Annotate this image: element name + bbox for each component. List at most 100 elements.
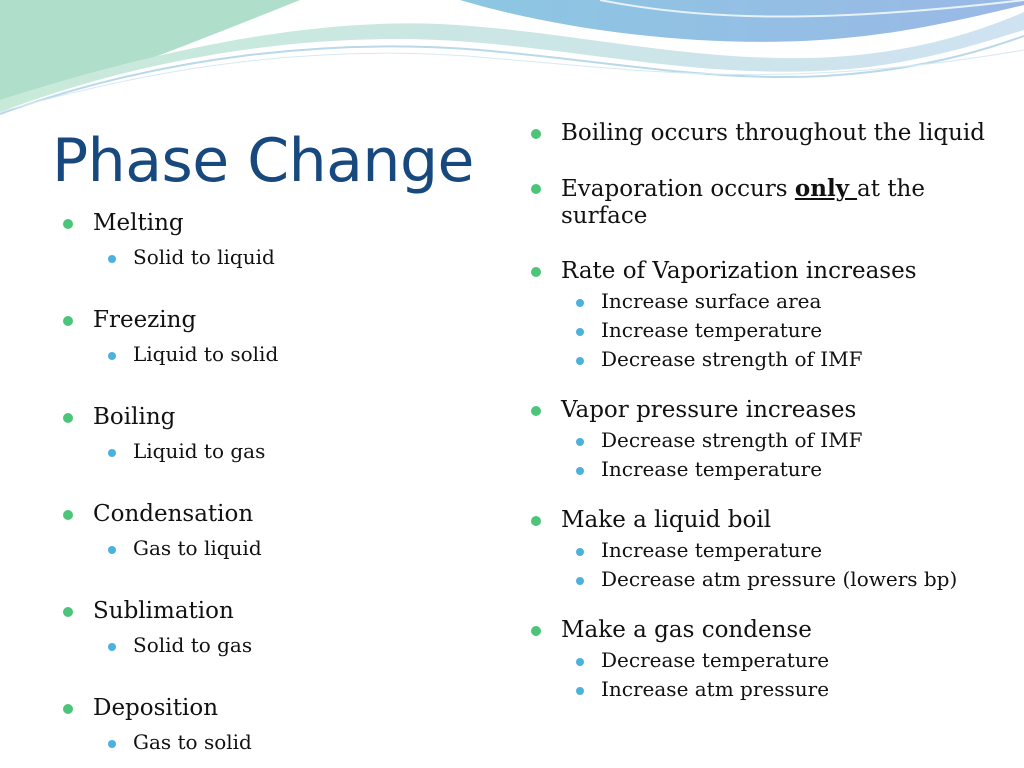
bullet-text: Deposition — [93, 695, 219, 721]
sub-bullet-dot-icon — [576, 299, 584, 307]
bullet-level-2: Increase temperature — [530, 536, 1000, 565]
sub-bullet-text: Solid to liquid — [133, 245, 275, 269]
bullet-text: Boiling — [93, 404, 176, 430]
bullet-level-1: Vapor pressure increases — [530, 397, 1000, 424]
bullet-level-2: Decrease temperature — [530, 646, 1000, 675]
bullet-dot-icon — [531, 129, 541, 139]
sub-bullet-text: Decrease strength of IMF — [601, 428, 863, 452]
bullet-text: Rate of Vaporization increases — [561, 258, 917, 284]
bullet-level-2: Increase temperature — [530, 316, 1000, 345]
bullet-level-2: Decrease atm pressure (lowers bp) — [530, 565, 1000, 594]
bullet-text-part: at the surface — [561, 176, 925, 229]
bullet-level-2: Liquid to solid — [62, 340, 462, 369]
bullet-text: Melting — [93, 210, 184, 236]
sub-bullet-dot-icon — [108, 740, 116, 748]
bullet-level-2: Decrease strength of IMF — [530, 426, 1000, 455]
list-item: Condensation Gas to liquid — [62, 501, 462, 598]
list-item: Freezing Liquid to solid — [62, 307, 462, 404]
sub-bullet-dot-icon — [576, 577, 584, 585]
right-bullet-list: Boiling occurs throughout the liquid Eva… — [530, 120, 1000, 704]
sub-bullet-text: Solid to gas — [133, 633, 253, 657]
sub-bullet-text: Gas to solid — [133, 730, 252, 754]
bullet-text: Make a gas condense — [561, 617, 812, 643]
list-item: Make a gas condense Decrease temperature… — [530, 617, 1000, 704]
list-item: Boiling occurs throughout the liquid — [530, 120, 1000, 147]
bullet-dot-icon — [531, 626, 541, 636]
bullet-level-2: Increase surface area — [530, 287, 1000, 316]
sub-bullet-text: Decrease temperature — [601, 648, 830, 672]
sub-bullet-dot-icon — [576, 438, 584, 446]
bullet-dot-icon — [63, 316, 73, 326]
bullet-dot-icon — [63, 219, 73, 229]
bullet-dot-icon — [531, 267, 541, 277]
list-item: Vapor pressure increases Decrease streng… — [530, 397, 1000, 484]
bullet-dot-icon — [531, 516, 541, 526]
bullet-level-1: Evaporation occurs only at the surface — [530, 175, 1000, 230]
bullet-level-1: Rate of Vaporization increases — [530, 258, 1000, 285]
bullet-level-2: Solid to gas — [62, 631, 462, 660]
sub-bullet-dot-icon — [108, 352, 116, 360]
bullet-level-2: Increase atm pressure — [530, 675, 1000, 704]
sub-bullet-dot-icon — [576, 658, 584, 666]
sub-bullet-dot-icon — [576, 328, 584, 336]
sub-bullet-dot-icon — [576, 357, 584, 365]
list-item: Rate of Vaporization increases Increase … — [530, 258, 1000, 374]
list-item: Melting Solid to liquid — [62, 210, 462, 307]
bullet-level-1: Sublimation — [62, 598, 462, 625]
sub-bullet-text: Increase temperature — [601, 538, 823, 562]
bullet-text: Vapor pressure increases — [561, 397, 857, 423]
bullet-level-1: Boiling occurs throughout the liquid — [530, 120, 1000, 147]
bullet-level-1: Melting — [62, 210, 462, 237]
sub-bullet-text: Increase atm pressure — [601, 677, 830, 701]
sub-bullet-text: Increase temperature — [601, 318, 823, 342]
bullet-dot-icon — [63, 607, 73, 617]
bullet-level-2: Solid to liquid — [62, 243, 462, 272]
bullet-text: Condensation — [93, 501, 254, 527]
bullet-level-1: Make a gas condense — [530, 617, 1000, 644]
bullet-level-2: Gas to solid — [62, 728, 462, 757]
bullet-text-part: Evaporation occurs — [561, 176, 795, 202]
sub-bullet-text: Liquid to solid — [133, 342, 279, 366]
sub-bullet-dot-icon — [108, 449, 116, 457]
list-item: Boiling Liquid to gas — [62, 404, 462, 501]
sub-bullet-dot-icon — [576, 467, 584, 475]
sub-bullet-dot-icon — [108, 643, 116, 651]
left-bullet-list: Melting Solid to liquid Freezing Liquid … — [62, 210, 462, 768]
sub-bullet-text: Decrease strength of IMF — [601, 347, 863, 371]
bullet-text: Freezing — [93, 307, 197, 333]
sub-bullet-text: Gas to liquid — [133, 536, 262, 560]
bullet-dot-icon — [531, 184, 541, 194]
bullet-level-2: Gas to liquid — [62, 534, 462, 563]
bullet-level-1: Make a liquid boil — [530, 507, 1000, 534]
list-item: Evaporation occurs only at the surface — [530, 175, 1000, 230]
bullet-dot-icon — [63, 413, 73, 423]
sub-bullet-text: Decrease atm pressure (lowers bp) — [601, 567, 958, 591]
bullet-level-1: Freezing — [62, 307, 462, 334]
slide-title: Phase Change — [52, 126, 474, 196]
bullet-dot-icon — [531, 406, 541, 416]
bullet-dot-icon — [63, 510, 73, 520]
sub-bullet-dot-icon — [576, 548, 584, 556]
emphasized-text: only — [794, 175, 858, 202]
bullet-text: Sublimation — [93, 598, 234, 624]
bullet-level-2: Increase temperature — [530, 455, 1000, 484]
sub-bullet-text: Increase temperature — [601, 457, 823, 481]
bullet-dot-icon — [63, 704, 73, 714]
bullet-level-2: Decrease strength of IMF — [530, 345, 1000, 374]
list-item: Deposition Gas to solid — [62, 695, 462, 768]
sub-bullet-text: Liquid to gas — [133, 439, 266, 463]
bullet-text: Boiling occurs throughout the liquid — [561, 120, 985, 146]
bullet-text: Make a liquid boil — [561, 507, 772, 533]
sub-bullet-dot-icon — [576, 687, 584, 695]
sub-bullet-dot-icon — [108, 546, 116, 554]
list-item: Sublimation Solid to gas — [62, 598, 462, 695]
bullet-level-1: Deposition — [62, 695, 462, 722]
sub-bullet-dot-icon — [108, 255, 116, 263]
sub-bullet-text: Increase surface area — [601, 289, 822, 313]
list-item: Make a liquid boil Increase temperature … — [530, 507, 1000, 594]
bullet-level-1: Boiling — [62, 404, 462, 431]
bullet-level-1: Condensation — [62, 501, 462, 528]
bullet-level-2: Liquid to gas — [62, 437, 462, 466]
